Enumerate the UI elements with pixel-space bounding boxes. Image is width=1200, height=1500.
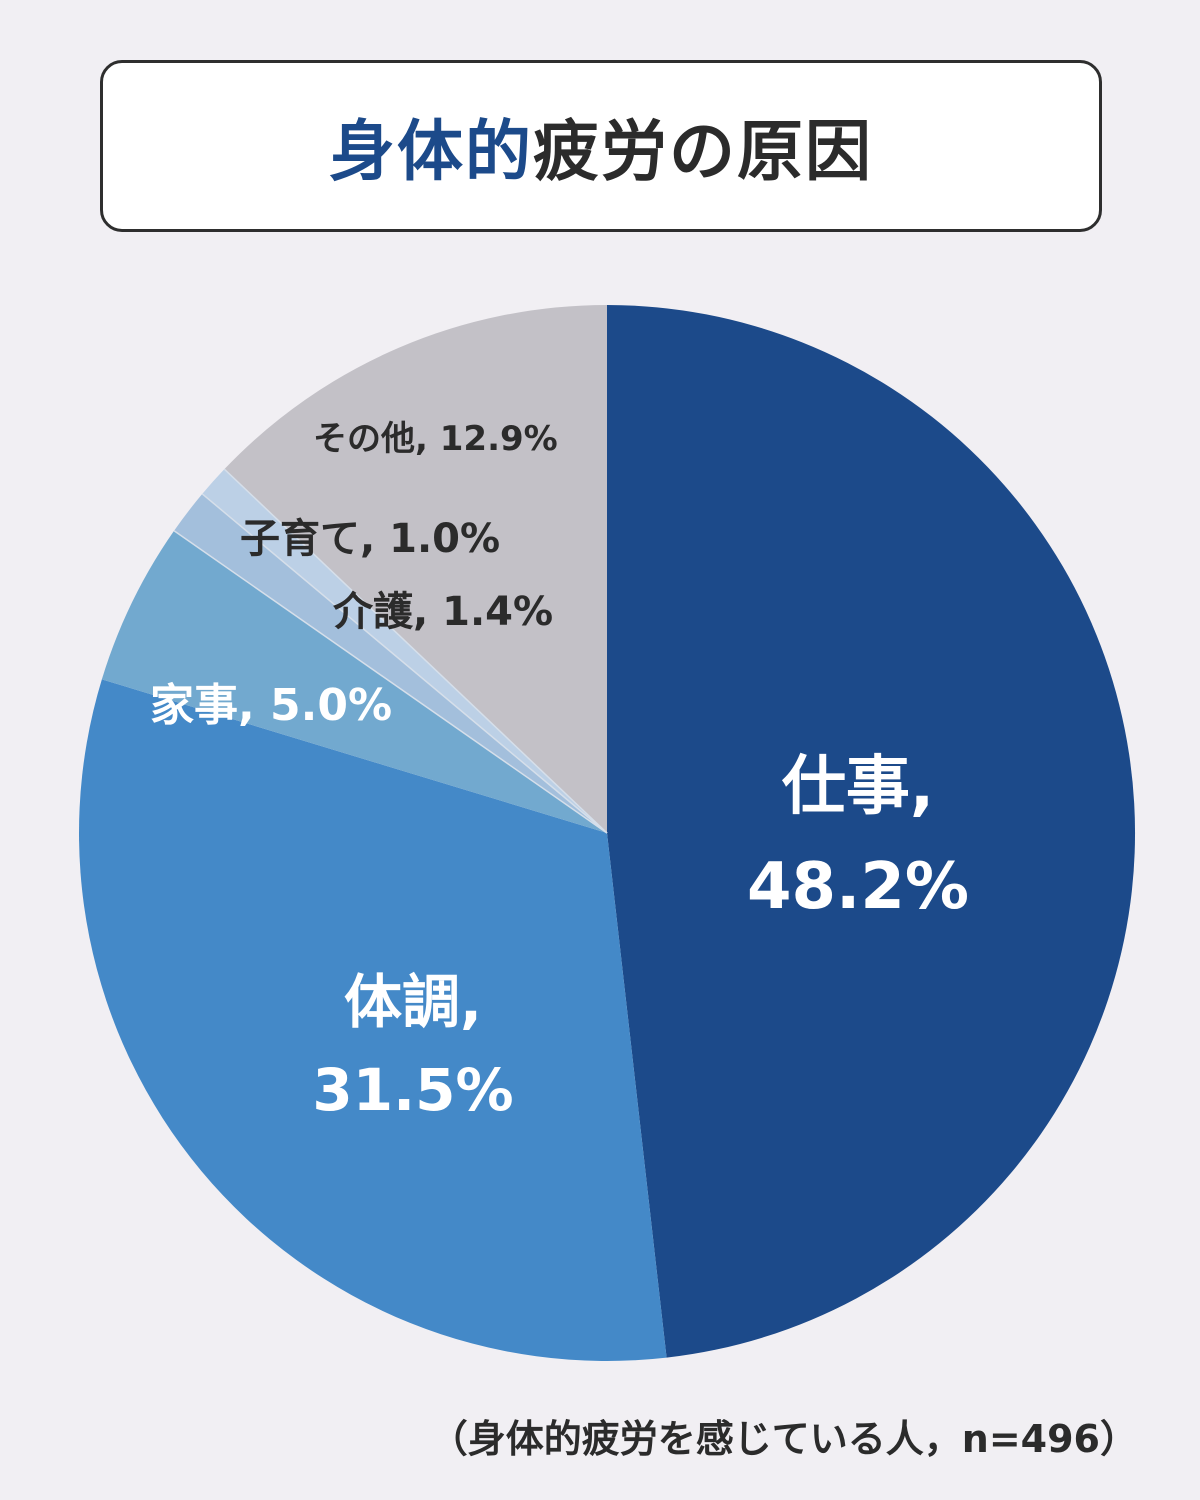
slice-label-5: 子育て, 1.0% — [240, 516, 500, 562]
slice-separator — [223, 468, 608, 834]
title-box: 身体的疲労の原因 — [100, 60, 1102, 232]
slice-label-2: 体調, 31.5% — [312, 968, 513, 1124]
slice-label-3: 家事, 5.0% — [150, 680, 392, 731]
slice-label-line: 家事, 5.0% — [150, 680, 392, 731]
title-highlight: 身体的 — [329, 113, 533, 190]
pie-slice-3 — [101, 530, 608, 833]
slice-label-line: 仕事, — [782, 750, 934, 824]
slice-label-1: 仕事, 48.2% — [747, 750, 969, 924]
pie-slice-2 — [79, 679, 667, 1362]
title-rest: 疲労の原因 — [533, 113, 873, 190]
slice-label-line: その他, 12.9% — [313, 419, 558, 459]
slice-label-line: 31.5% — [312, 1056, 513, 1124]
pie-slice-5 — [202, 469, 608, 833]
pie-slice-6 — [224, 305, 607, 833]
slice-label-line: 体調, — [344, 968, 482, 1036]
slice-label-line: 子育て, 1.0% — [240, 516, 500, 562]
footnote: （身体的疲労を感じている人，n=496） — [429, 1417, 1138, 1461]
page-title: 身体的疲労の原因 — [329, 98, 873, 194]
slice-label-line: 48.2% — [747, 850, 969, 924]
slice-label-4: 介護, 1.4% — [333, 589, 553, 635]
slice-label-6: その他, 12.9% — [313, 419, 558, 459]
pie-slice-4 — [174, 493, 607, 833]
slice-label-line: 介護, 1.4% — [333, 589, 553, 635]
slice-separator — [201, 493, 608, 834]
slice-separator — [173, 530, 608, 834]
pie-slice-1 — [607, 305, 1136, 1358]
